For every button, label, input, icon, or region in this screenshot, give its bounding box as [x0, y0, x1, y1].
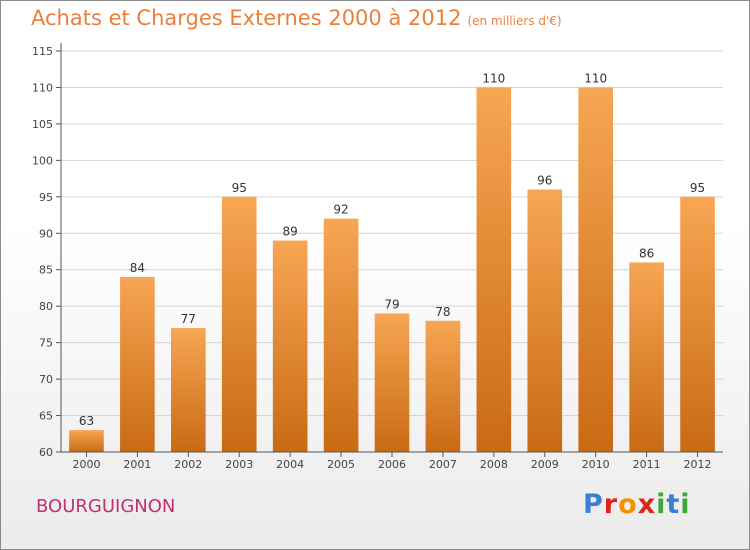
data-label: 63 [79, 414, 94, 428]
x-tick-label: 2009 [531, 458, 559, 471]
logo-letter: o [618, 489, 638, 520]
bar [476, 87, 512, 453]
data-label: 84 [130, 261, 145, 275]
place-name: BOURGUIGNON [36, 496, 176, 517]
data-label: 78 [435, 305, 450, 319]
y-tick-label: 90 [39, 227, 53, 240]
y-tick-label: 95 [39, 191, 53, 204]
x-tick-label: 2004 [276, 458, 304, 471]
y-tick-label: 70 [39, 373, 53, 386]
bar [578, 87, 614, 453]
data-label: 77 [181, 312, 196, 326]
y-tick-label: 80 [39, 300, 53, 313]
data-label: 86 [639, 246, 654, 260]
x-tick-label: 2002 [174, 458, 202, 471]
chart-title: Achats et Charges Externes 2000 à 2012 (e… [31, 6, 562, 30]
y-tick-label: 65 [39, 410, 53, 423]
bar [680, 196, 715, 452]
chart-subtitle: (en milliers d'€) [467, 14, 562, 28]
bar [69, 430, 104, 452]
bar [221, 196, 257, 452]
y-tick-label: 85 [39, 264, 53, 277]
x-tick-label: 2012 [684, 458, 712, 471]
y-tick-label: 60 [39, 446, 53, 459]
y-tick-label: 110 [32, 81, 53, 94]
data-label: 79 [384, 297, 399, 311]
x-tick-label: 2010 [582, 458, 610, 471]
bar [374, 313, 410, 452]
bar [120, 277, 155, 452]
bar [323, 218, 359, 452]
bar [272, 240, 308, 452]
data-label: 95 [690, 181, 705, 195]
y-tick-label: 75 [39, 337, 53, 350]
labels: 60 65 70 75 80 85 90 95 100 105 110 115 63 2000 84 2001… [32, 45, 712, 471]
proxiti-logo: Proxiti [583, 489, 691, 520]
x-tick-label: 2008 [480, 458, 508, 471]
logo-letter: P [583, 489, 604, 520]
bar [170, 328, 206, 452]
data-label: 95 [232, 181, 247, 195]
x-tick-label: 2001 [123, 458, 151, 471]
x-tick-label: 2000 [72, 458, 100, 471]
bars [69, 87, 715, 453]
data-label: 110 [482, 71, 505, 85]
x-tick-label: 2011 [633, 458, 661, 471]
y-tick-label: 115 [32, 45, 53, 58]
data-label: 92 [333, 203, 348, 217]
x-tick-label: 2007 [429, 458, 457, 471]
data-label: 110 [584, 71, 607, 85]
logo-letter: x [637, 489, 657, 520]
x-tick-label: 2005 [327, 458, 355, 471]
bar [527, 189, 563, 452]
axes [56, 43, 723, 457]
y-tick-label: 100 [32, 154, 53, 167]
logo-letter: r [603, 489, 619, 520]
logo-letter: t [666, 489, 681, 520]
data-label: 89 [283, 225, 298, 239]
data-label: 96 [537, 174, 552, 188]
y-tick-label: 105 [32, 118, 53, 131]
x-tick-label: 2003 [225, 458, 253, 471]
bar [629, 262, 664, 452]
x-tick-label: 2006 [378, 458, 406, 471]
chart-title-text: Achats et Charges Externes 2000 à 2012 [31, 6, 462, 30]
bar [425, 320, 461, 452]
logo-letter: i [656, 489, 667, 520]
logo-letter: i [680, 489, 691, 520]
